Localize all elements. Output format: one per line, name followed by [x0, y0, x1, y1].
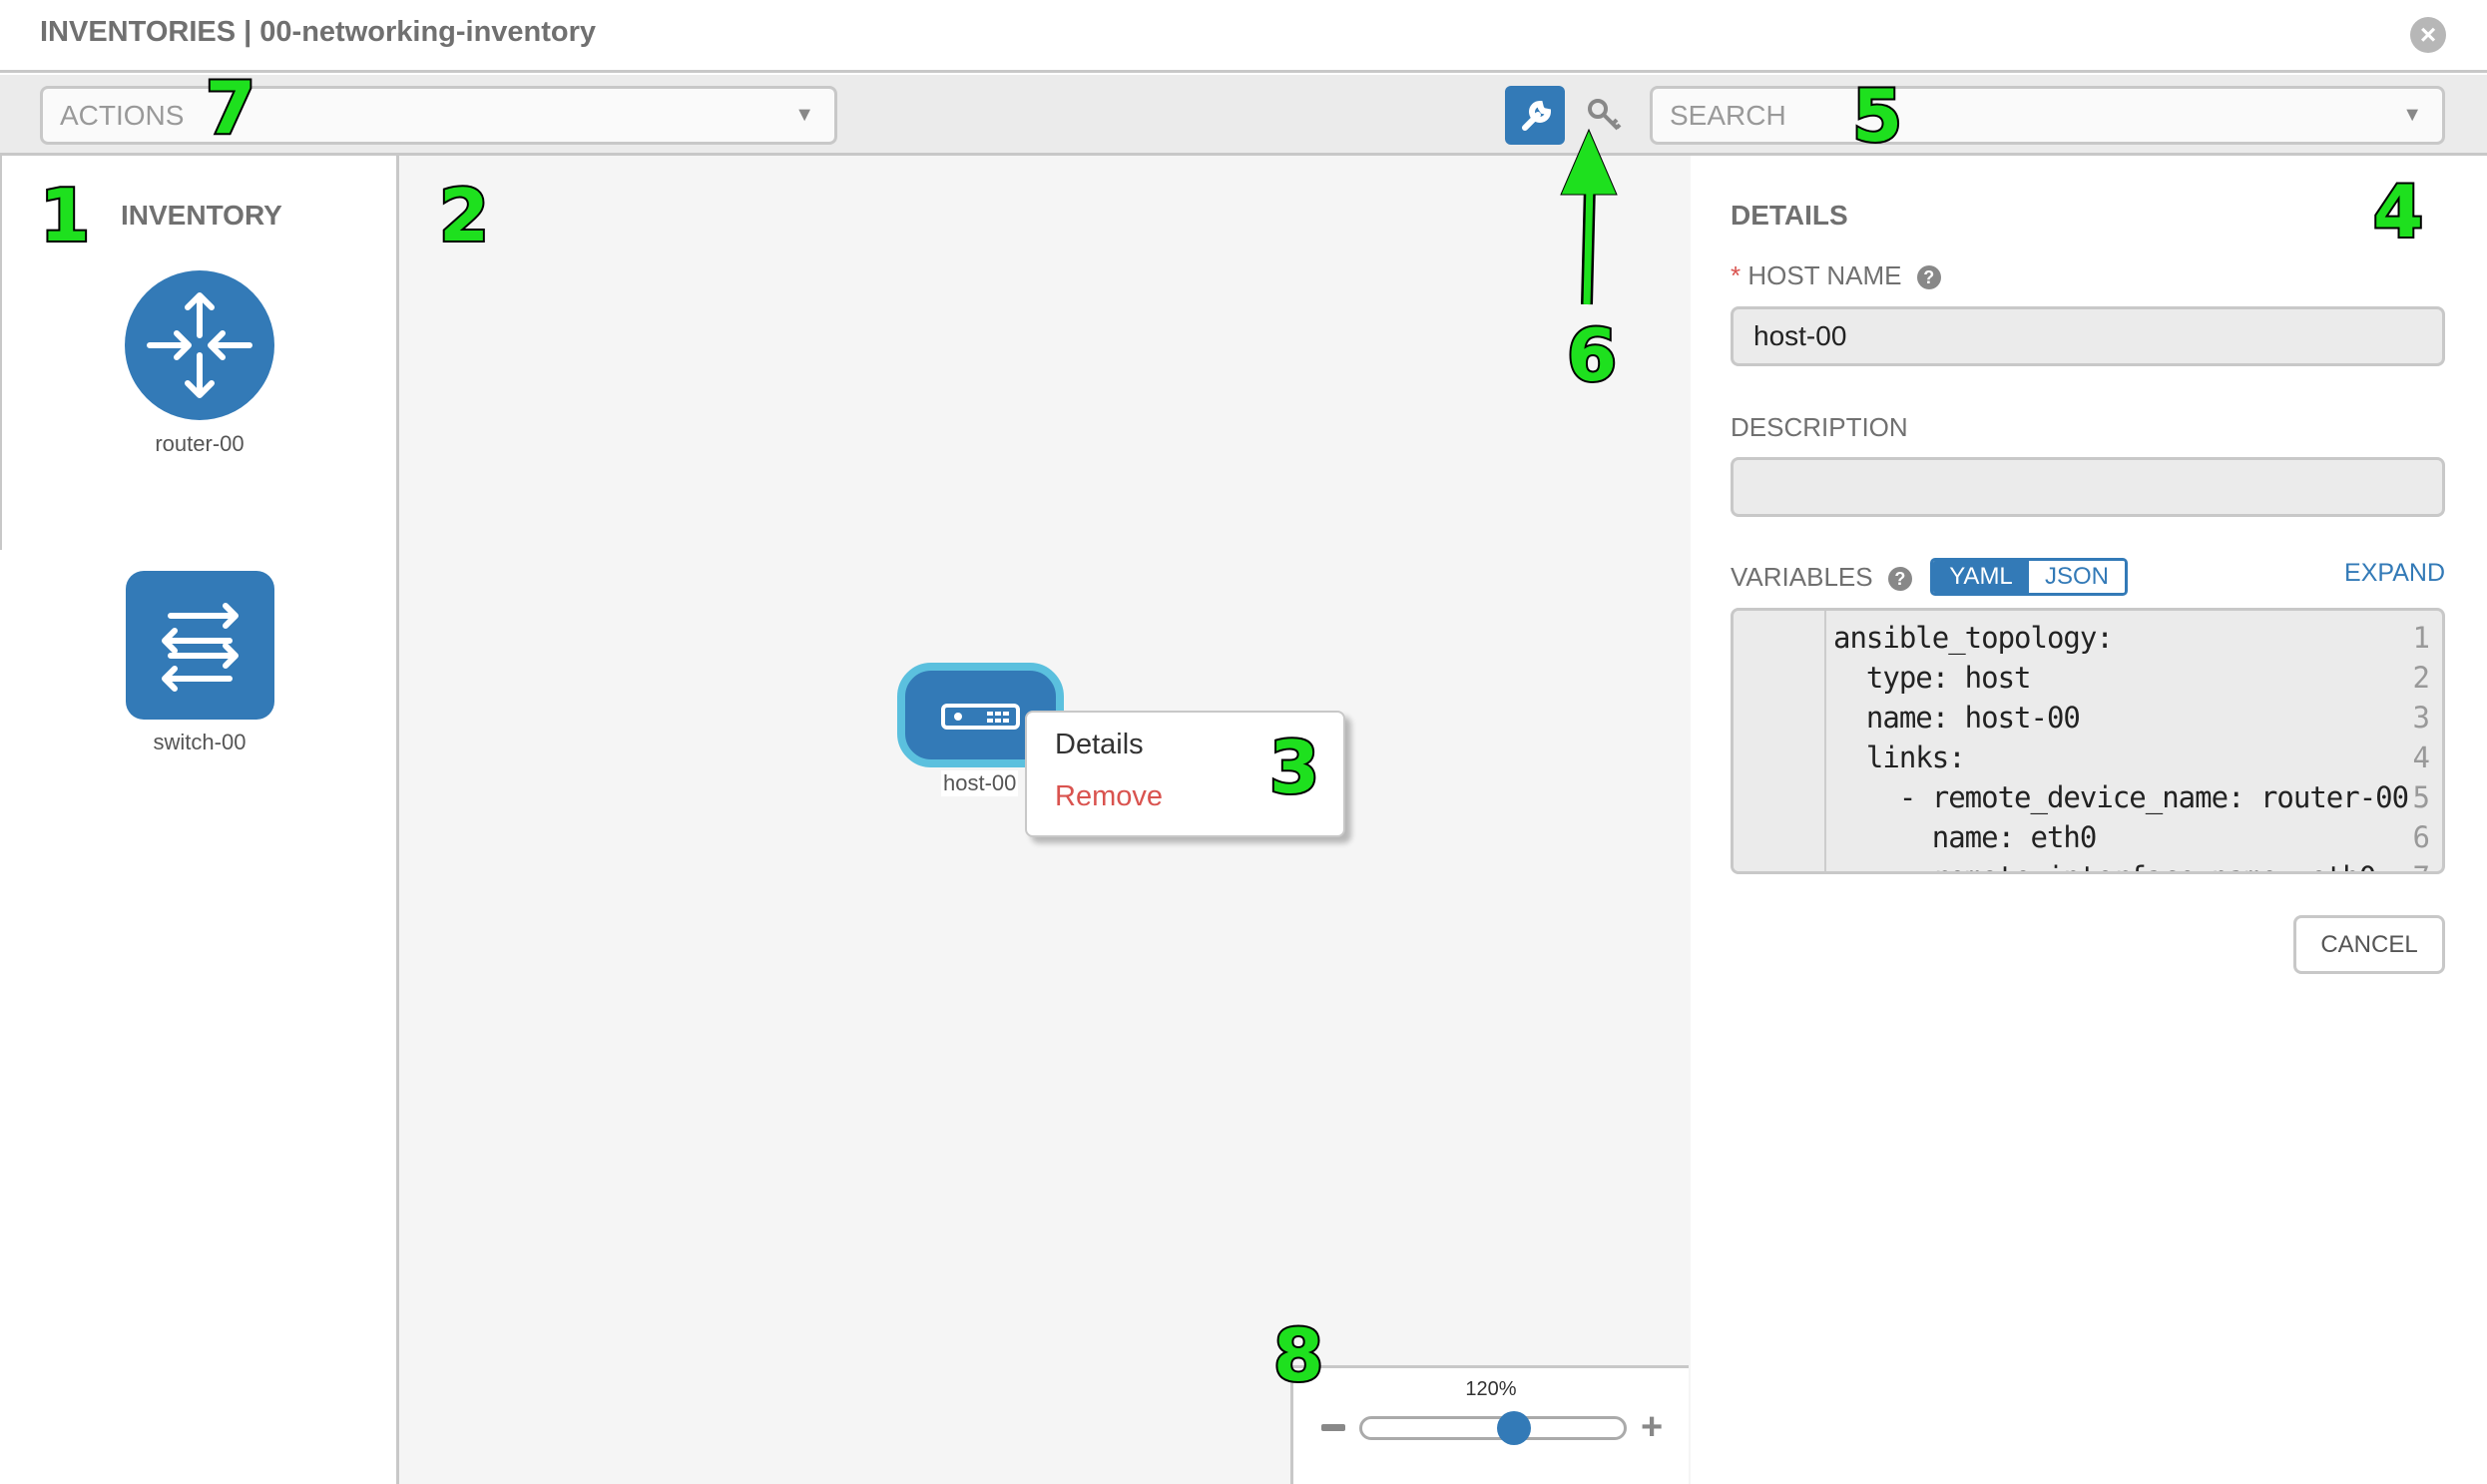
description-input[interactable] — [1731, 457, 2445, 517]
router-icon[interactable] — [125, 270, 274, 420]
host-name-label-text: HOST NAME — [1747, 260, 1902, 290]
router-label: router-00 — [155, 431, 245, 456]
line-gutter — [1734, 611, 1826, 871]
menu-item-details[interactable]: Details — [1055, 729, 1144, 760]
switch-icon[interactable] — [126, 571, 274, 720]
divider — [0, 156, 2, 550]
switch-label: switch-00 — [153, 730, 247, 754]
required-mark: * — [1731, 260, 1741, 290]
zoom-control: 120% + — [1290, 1365, 1689, 1484]
title-bar: INVENTORIES | 00-networking-inventory × — [0, 0, 2487, 73]
host-label: host-00 — [941, 770, 1019, 796]
annotation-3: 3 — [1267, 726, 1321, 809]
zoom-in-icon[interactable]: + — [1641, 1406, 1664, 1448]
close-icon[interactable]: × — [2410, 17, 2446, 53]
zoom-out-icon[interactable] — [1321, 1424, 1345, 1431]
menu-item-remove[interactable]: Remove — [1055, 780, 1163, 812]
chevron-down-icon: ▼ — [2402, 104, 2422, 126]
line-number: 1 — [2412, 621, 2430, 655]
annotation-5: 5 — [1850, 74, 1904, 158]
annotation-8: 8 — [1271, 1313, 1325, 1397]
key-icon[interactable] — [1585, 96, 1625, 136]
host-name-label: * HOST NAME ? — [1731, 260, 1941, 291]
variables-editor[interactable]: 1 ansible_topology: 2 type: host 3 name: ho… — [1731, 608, 2445, 874]
search-placeholder: SEARCH — [1670, 100, 1786, 131]
line-number: 4 — [2412, 741, 2430, 774]
expand-link[interactable]: EXPAND — [2344, 559, 2445, 587]
line-number: 3 — [2412, 701, 2430, 735]
help-icon[interactable]: ? — [1916, 265, 1941, 290]
yaml-toggle[interactable]: YAML — [1933, 561, 2029, 593]
description-label: DESCRIPTION — [1731, 412, 1908, 442]
actions-dropdown[interactable]: ACTIONS ▼ — [40, 86, 837, 145]
annotation-1: 1 — [38, 174, 92, 257]
annotation-6: 6 — [1565, 313, 1619, 397]
code-line: - remote_device_name: router-00 — [1833, 780, 2409, 814]
page-title: INVENTORIES | 00-networking-inventory — [40, 16, 597, 48]
code-line: name: eth0 — [1833, 820, 2098, 854]
wrench-icon[interactable] — [1505, 86, 1565, 145]
line-number: 7 — [2413, 860, 2430, 871]
annotation-7: 7 — [204, 66, 257, 150]
actions-placeholder: ACTIONS — [60, 100, 185, 131]
variables-label-text: VARIABLES — [1731, 562, 1873, 592]
code-line: type: host — [1833, 661, 2032, 695]
chevron-down-icon: ▼ — [794, 104, 814, 126]
code-line: name: host-00 — [1833, 701, 2081, 735]
line-number: 5 — [2412, 780, 2430, 814]
line-number: 6 — [2412, 820, 2430, 854]
json-toggle[interactable]: JSON — [2029, 561, 2125, 593]
zoom-slider-handle[interactable] — [1497, 1411, 1532, 1445]
line-number: 2 — [2412, 661, 2430, 695]
format-toggle: YAML JSON — [1930, 558, 2128, 596]
search-dropdown[interactable]: SEARCH ▼ — [1650, 86, 2445, 145]
code-line: remote_interface_name: eth0 — [1833, 860, 2376, 871]
details-heading: DETAILS — [1731, 200, 1848, 231]
cancel-button[interactable]: CANCEL — [2293, 915, 2445, 974]
code-line: links: — [1833, 741, 1966, 774]
annotation-2: 2 — [437, 174, 491, 257]
annotation-4: 4 — [2371, 170, 2425, 253]
annotation-arrow — [1560, 128, 1618, 305]
code-line: ansible_topology: — [1833, 621, 2114, 655]
zoom-slider[interactable] — [1359, 1416, 1627, 1440]
host-icon — [941, 704, 1020, 730]
help-icon[interactable]: ? — [1887, 567, 1912, 592]
inventory-heading: INVENTORY — [121, 200, 282, 231]
host-name-input[interactable]: host-00 — [1731, 306, 2445, 366]
variables-label: VARIABLES ? — [1731, 562, 1912, 593]
zoom-level: 120% — [1465, 1378, 1517, 1400]
context-menu: Details Remove — [1025, 711, 1345, 837]
